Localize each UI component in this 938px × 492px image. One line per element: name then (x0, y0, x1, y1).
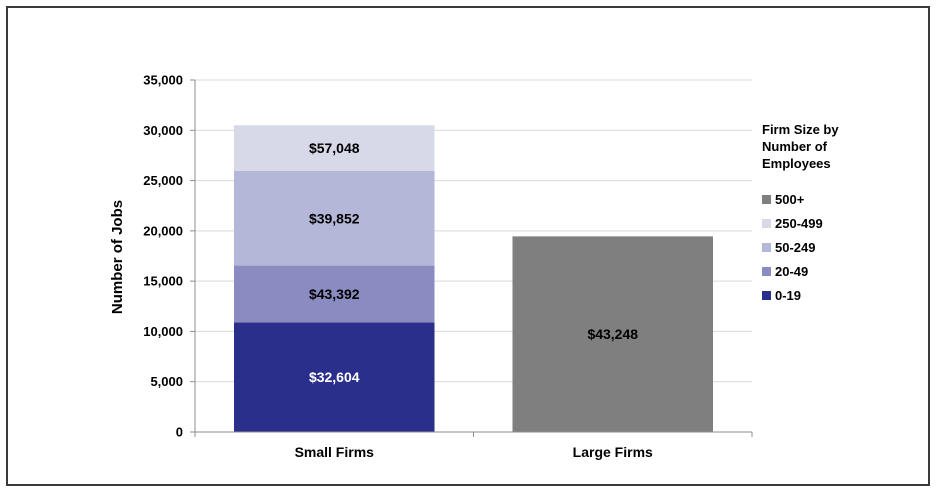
legend-swatch (762, 218, 771, 228)
legend-item: 20-49 (762, 259, 922, 283)
legend-items: 500+ 250-499 50-249 20-49 0-19 (762, 187, 922, 307)
y-axis-title: Number of Jobs (109, 200, 126, 314)
legend-label: 250-499 (775, 215, 823, 231)
x-category-label: Small Firms (295, 444, 375, 460)
legend-swatch (762, 194, 771, 204)
legend-item: 500+ (762, 187, 922, 211)
bar-segment (233, 265, 435, 323)
legend-item: 0-19 (762, 283, 922, 307)
chart-frame (6, 6, 930, 486)
data-label: $32,604 (309, 369, 360, 385)
bar-segment (512, 236, 714, 432)
y-tick-labels: 0 5,000 10,000 15,000 20,000 25,000 30,000 35,0… (143, 73, 183, 440)
y-tick-label: 0 (176, 425, 183, 440)
legend-item: 250-499 (762, 211, 922, 235)
x-category-labels: Small Firms Large Firms (295, 444, 653, 460)
data-label: $57,048 (309, 140, 360, 156)
y-tick-label: 5,000 (150, 374, 183, 389)
data-label: $43,248 (587, 326, 638, 342)
legend-title: Firm Size by Number of Employees (762, 122, 839, 171)
bar-segment (233, 171, 435, 266)
y-tick-label: 20,000 (143, 223, 183, 238)
legend-label: 500+ (775, 191, 805, 207)
y-tick-label: 15,000 (143, 274, 183, 289)
y-tick-label: 30,000 (143, 123, 183, 138)
legend-label: 50-249 (775, 239, 816, 255)
bar-segment (233, 322, 435, 432)
legend-item: 50-249 (762, 235, 922, 259)
legend-swatch (762, 242, 771, 252)
legend: Firm Size by Number of Employees 500+ 250… (762, 121, 922, 307)
y-tick-label: 25,000 (143, 173, 183, 188)
legend-label: 20-49 (775, 263, 809, 279)
axes (190, 79, 753, 437)
x-category-label: Large Firms (573, 444, 653, 460)
y-tick-label: 10,000 (143, 324, 183, 339)
y-tick-label: 35,000 (143, 73, 183, 88)
legend-swatch (762, 290, 771, 300)
data-label: $39,852 (309, 210, 360, 226)
data-label: $43,392 (309, 286, 360, 302)
legend-label: 0-19 (775, 287, 802, 303)
legend-swatch (762, 266, 771, 276)
bar-segment (233, 125, 435, 172)
bars: $32,604 $43,392 $39,852 $57,048 $43,248 (233, 125, 714, 432)
